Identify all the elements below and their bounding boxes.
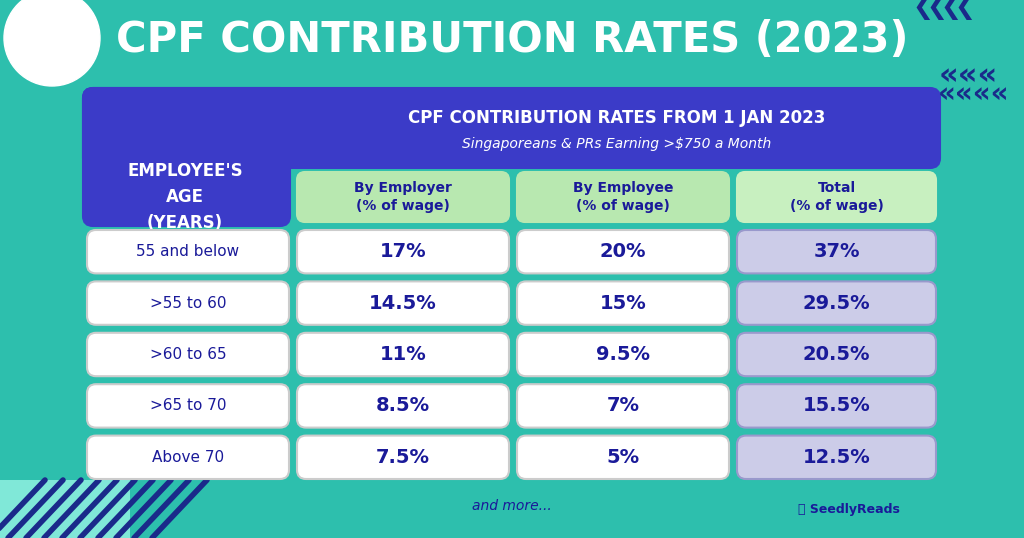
FancyBboxPatch shape: [297, 384, 509, 428]
Text: Above 70: Above 70: [152, 450, 224, 465]
Text: 20%: 20%: [600, 242, 646, 261]
FancyBboxPatch shape: [297, 281, 509, 325]
Text: 14.5%: 14.5%: [369, 294, 437, 313]
Text: By Employer
(% of wage): By Employer (% of wage): [354, 181, 452, 213]
FancyBboxPatch shape: [517, 436, 729, 479]
Text: 11%: 11%: [380, 345, 426, 364]
FancyBboxPatch shape: [87, 281, 289, 325]
FancyBboxPatch shape: [517, 230, 729, 273]
FancyBboxPatch shape: [87, 384, 289, 428]
Text: 12.5%: 12.5%: [803, 448, 870, 467]
Text: 55 and below: 55 and below: [136, 244, 240, 259]
Text: CPF CONTRIBUTION RATES FROM 1 JAN 2023: CPF CONTRIBUTION RATES FROM 1 JAN 2023: [408, 109, 825, 126]
Text: 15%: 15%: [600, 294, 646, 313]
FancyBboxPatch shape: [517, 281, 729, 325]
FancyBboxPatch shape: [517, 384, 729, 428]
Text: ❮: ❮: [940, 0, 962, 20]
Text: >65 to 70: >65 to 70: [150, 399, 226, 413]
Text: 29.5%: 29.5%: [803, 294, 870, 313]
Text: 8.5%: 8.5%: [376, 397, 430, 415]
Text: «««: «««: [938, 61, 997, 90]
FancyBboxPatch shape: [297, 333, 509, 376]
Text: 5%: 5%: [606, 448, 640, 467]
FancyBboxPatch shape: [83, 88, 290, 226]
FancyBboxPatch shape: [297, 172, 509, 222]
Text: ❮: ❮: [912, 0, 934, 20]
Text: ⓪ SeedlyReads: ⓪ SeedlyReads: [798, 504, 900, 516]
Text: >55 to 60: >55 to 60: [150, 295, 226, 310]
FancyBboxPatch shape: [87, 436, 289, 479]
FancyBboxPatch shape: [737, 384, 936, 428]
Text: and more...: and more...: [472, 499, 552, 513]
FancyBboxPatch shape: [83, 88, 940, 168]
FancyBboxPatch shape: [517, 172, 729, 222]
Text: Singaporeans & PRs Earning >$750 a Month: Singaporeans & PRs Earning >$750 a Month: [462, 137, 771, 151]
Text: 20.5%: 20.5%: [803, 345, 870, 364]
Bar: [0, 480, 130, 538]
FancyBboxPatch shape: [87, 230, 289, 273]
Circle shape: [4, 0, 100, 86]
Text: By Employee
(% of wage): By Employee (% of wage): [572, 181, 673, 213]
Text: 17%: 17%: [380, 242, 426, 261]
Text: Total
(% of wage): Total (% of wage): [790, 181, 884, 213]
FancyBboxPatch shape: [297, 230, 509, 273]
Text: ««««: ««««: [938, 80, 1010, 108]
Text: EMPLOYEE'S
AGE
(YEARS): EMPLOYEE'S AGE (YEARS): [127, 161, 243, 232]
FancyBboxPatch shape: [737, 230, 936, 273]
Text: CPF CONTRIBUTION RATES (2023): CPF CONTRIBUTION RATES (2023): [116, 19, 908, 61]
FancyBboxPatch shape: [737, 333, 936, 376]
Text: 💰: 💰: [39, 22, 66, 65]
FancyBboxPatch shape: [737, 281, 936, 325]
FancyBboxPatch shape: [737, 172, 936, 222]
Text: 15.5%: 15.5%: [803, 397, 870, 415]
Text: >60 to 65: >60 to 65: [150, 347, 226, 362]
Text: ❮: ❮: [927, 0, 947, 20]
Text: 37%: 37%: [813, 242, 860, 261]
Text: ❮: ❮: [954, 0, 976, 20]
Text: 7.5%: 7.5%: [376, 448, 430, 467]
FancyBboxPatch shape: [517, 333, 729, 376]
Text: 7%: 7%: [606, 397, 640, 415]
Text: 9.5%: 9.5%: [596, 345, 650, 364]
FancyBboxPatch shape: [297, 436, 509, 479]
FancyBboxPatch shape: [87, 333, 289, 376]
FancyBboxPatch shape: [737, 436, 936, 479]
